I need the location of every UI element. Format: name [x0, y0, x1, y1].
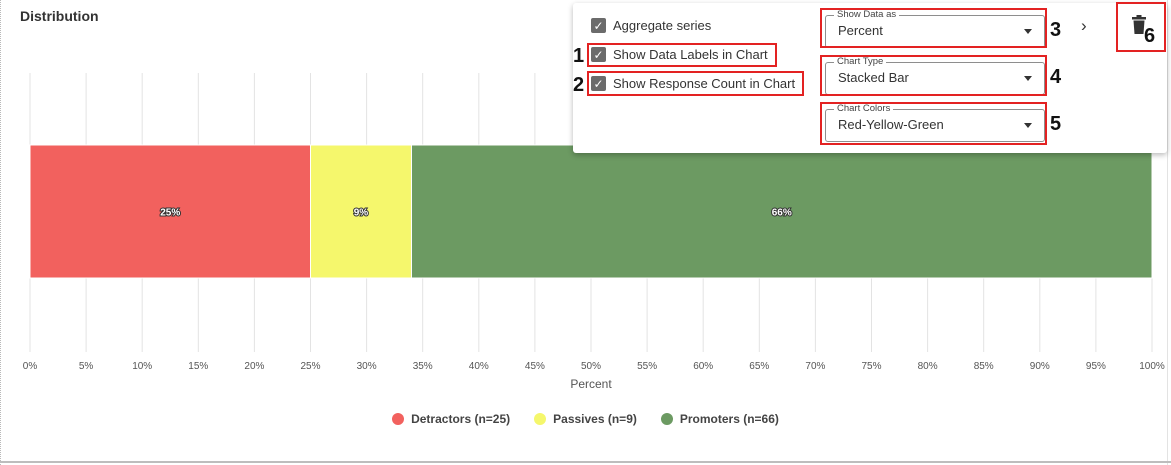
chevron-right-icon[interactable]: › [1081, 16, 1087, 35]
chart-bar-labels: 25% 9% 66% [159, 207, 793, 220]
aggregate-series-label: Aggregate series [613, 18, 712, 33]
x-tick-label: 80% [918, 361, 938, 372]
annotation-number-6: 6 [1144, 25, 1156, 47]
x-tick-label: 45% [525, 361, 545, 372]
distribution-chart: 25% 9% 66% 0% 5% 10% 15% 20% 25% 30% 35% 40% 45% 50%… [23, 73, 1165, 391]
chart-tick-labels: 0% 5% 10% 15% 20% 25% 30% 35% 40% 45% 50% 55% 60% 65%… [23, 361, 1165, 372]
show-data-labels-label: Show Data Labels in Chart [613, 47, 768, 62]
panel-bottom-border [0, 461, 1171, 463]
x-tick-label: 55% [637, 361, 657, 372]
legend-label-detractors: Detractors (n=25) [411, 412, 511, 426]
legend-label-passives: Passives (n=9) [553, 412, 637, 426]
x-tick-label: 90% [1030, 361, 1050, 372]
annotation-number-4: 4 [1050, 66, 1062, 88]
chart-type-field-label: Chart Type [834, 56, 887, 67]
x-tick-label: 15% [188, 361, 208, 372]
panel-left-border [0, 0, 1, 465]
annotation-box-4 [820, 55, 1047, 96]
x-tick-label: 65% [749, 361, 769, 372]
chart-bars [29, 144, 1153, 279]
show-response-count-label: Show Response Count in Chart [613, 76, 796, 91]
chart-colors-select[interactable]: Chart Colors Red-Yellow-Green [825, 103, 1045, 142]
legend-item-promoters[interactable]: Promoters (n=66) [660, 412, 779, 426]
aggregate-series-checkbox[interactable]: ✓ [591, 18, 606, 33]
show-data-as-field-label: Show Data as [834, 9, 900, 20]
x-tick-label: 5% [79, 361, 94, 372]
legend-item-detractors[interactable]: Detractors (n=25) [392, 412, 510, 426]
bar-segment-0[interactable] [29, 144, 311, 279]
chart-title: Distribution [20, 8, 99, 24]
x-tick-label: 60% [693, 361, 713, 372]
x-tick-label: 70% [805, 361, 825, 372]
x-tick-label: 95% [1086, 361, 1106, 372]
show-data-labels-checkbox[interactable]: ✓ [591, 47, 606, 62]
chart-colors-value: Red-Yellow-Green [838, 117, 944, 132]
x-tick-label: 10% [132, 361, 152, 372]
show-data-as-select[interactable]: Show Data as Percent [825, 9, 1045, 48]
annotation-number-3: 3 [1050, 19, 1062, 41]
x-tick-label: 25% [300, 361, 320, 372]
x-tick-label: 35% [413, 361, 433, 372]
x-tick-label: 85% [974, 361, 994, 372]
show-data-as-value: Percent [838, 23, 883, 38]
legend-swatch-detractors [392, 413, 405, 425]
legend-swatch-passives [534, 413, 547, 425]
bar-segment-2[interactable] [410, 144, 1153, 279]
annotation-number-1: 1 [573, 45, 585, 67]
x-tick-label: 40% [469, 361, 489, 372]
annotation-box-3 [820, 8, 1047, 48]
chart-legend: Detractors (n=25) Passives (n=9) Promote… [0, 409, 1171, 429]
annotation-box-1 [587, 43, 777, 67]
annotation-box-5 [820, 102, 1047, 145]
dropdown-caret-icon [1024, 29, 1032, 34]
data-label-1: 9% [354, 208, 369, 219]
legend-item-passives[interactable]: Passives (n=9) [534, 412, 637, 426]
legend-swatch-promoters [660, 413, 673, 425]
dropdown-caret-icon [1024, 123, 1032, 128]
x-tick-label: 50% [581, 361, 601, 372]
x-tick-label: 20% [244, 361, 264, 372]
dropdown-caret-icon [1024, 76, 1032, 81]
x-tick-label: 30% [357, 361, 377, 372]
show-data-labels-option[interactable]: ✓ Show Data Labels in Chart [591, 47, 768, 62]
data-label-0: 25% [160, 208, 180, 219]
data-label-2: 66% [772, 208, 792, 219]
annotation-box-6 [1116, 2, 1166, 52]
aggregate-series-option[interactable]: ✓ Aggregate series [591, 18, 711, 33]
bar-segment-1[interactable] [310, 144, 412, 279]
x-tick-label: 75% [861, 361, 881, 372]
chart-colors-field-label: Chart Colors [834, 103, 894, 114]
show-response-count-option[interactable]: ✓ Show Response Count in Chart [591, 76, 795, 91]
annotation-box-2 [587, 71, 804, 96]
x-tick-label: 100% [1139, 361, 1165, 372]
chart-type-value: Stacked Bar [838, 70, 909, 85]
panel-right-border [1167, 0, 1168, 465]
show-response-count-checkbox[interactable]: ✓ [591, 76, 606, 91]
trash-icon[interactable] [1131, 15, 1147, 35]
annotation-number-2: 2 [573, 74, 585, 96]
legend-label-promoters: Promoters (n=66) [679, 412, 779, 426]
x-tick-label: 0% [23, 361, 38, 372]
x-axis-label: Percent [570, 377, 612, 391]
annotation-number-5: 5 [1050, 113, 1062, 135]
